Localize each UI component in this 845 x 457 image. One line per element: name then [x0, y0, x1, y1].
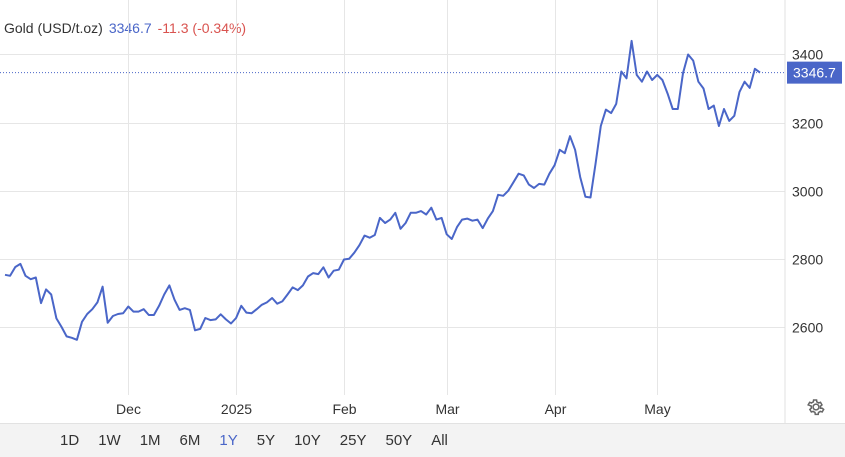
x-tick-label: Mar — [435, 401, 459, 417]
gear-icon[interactable] — [806, 397, 826, 422]
symbol-label: Gold (USD/t.oz) — [4, 20, 103, 36]
price-tag-label: 3346.7 — [793, 65, 836, 81]
x-tick-label: Apr — [545, 401, 567, 417]
data-points — [4, 40, 761, 341]
x-tick-label: Feb — [332, 401, 356, 417]
range-10y[interactable]: 10Y — [294, 432, 321, 449]
x-tick-label: Dec — [116, 401, 141, 417]
range-50y[interactable]: 50Y — [385, 432, 413, 449]
last-price: 3346.7 — [108, 20, 152, 36]
y-axis: 2600 2800 3000 3200 3400 — [784, 0, 823, 423]
price-tag: 3346.7 — [787, 61, 842, 84]
y-tick-label: 3200 — [792, 116, 823, 132]
range-1y[interactable]: 1Y — [219, 432, 238, 449]
grid — [0, 0, 785, 395]
y-tick-label: 3400 — [792, 47, 823, 63]
range-all[interactable]: All — [431, 432, 448, 449]
series-line — [4, 39, 761, 341]
y-tick-label: 3000 — [792, 184, 823, 200]
range-5y[interactable]: 5Y — [256, 432, 276, 449]
y-tick-label: 2600 — [792, 320, 823, 336]
range-1w[interactable]: 1W — [98, 432, 121, 449]
chart-header: Gold (USD/t.oz) 3346.7 -11.3 (-0.34%) — [4, 20, 246, 36]
price-tag-box — [787, 61, 842, 84]
x-tick-label: May — [644, 401, 670, 417]
x-axis: Dec 2025 Feb Mar Apr May — [116, 401, 671, 417]
range-6m[interactable]: 6M — [179, 432, 201, 449]
x-tick-label: 2025 — [221, 401, 252, 417]
range-selector: 1D 1W 1M 6M 1Y 5Y 10Y 25Y 50Y All — [60, 432, 467, 449]
range-1d[interactable]: 1D — [60, 432, 80, 449]
range-1m[interactable]: 1M — [139, 432, 161, 449]
price-change: -11.3 (-0.34%) — [157, 20, 247, 36]
price-chart[interactable]: Dec 2025 Feb Mar Apr May 2600 2800 3000 3200 3400… — [0, 0, 845, 423]
range-bar: 1D 1W 1M 6M 1Y 5Y 10Y 25Y 50Y All — [0, 423, 845, 457]
range-25y[interactable]: 25Y — [339, 432, 367, 449]
y-tick-label: 2800 — [792, 252, 823, 268]
